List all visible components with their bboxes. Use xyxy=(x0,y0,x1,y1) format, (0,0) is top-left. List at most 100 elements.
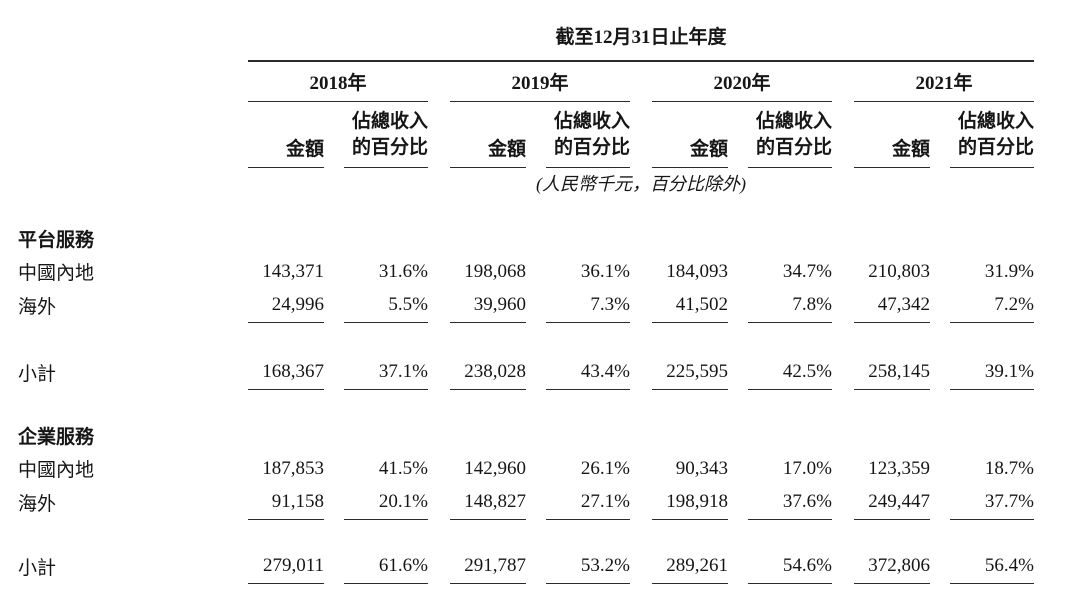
percent-header-line2: 的百分比 xyxy=(553,137,630,158)
percent-header-line1: 佔總收入 xyxy=(553,111,630,132)
year-group-2020: 289,261 54.6% xyxy=(652,548,832,584)
table-row: 海外 91,158 20.1% 148,827 27.1% 198,918 37… xyxy=(0,485,1080,520)
amount-cell: 258,145 xyxy=(854,354,930,390)
row-spacer xyxy=(0,323,1080,354)
amount-cell: 142,960 xyxy=(464,457,526,479)
percent-header-line1: 佔總收入 xyxy=(957,111,1034,132)
row-label: 海外 xyxy=(18,494,57,515)
amount-cell: 289,261 xyxy=(652,548,728,584)
year-group-2019: 198,068 36.1% xyxy=(450,255,630,288)
year-group-2018: 91,158 20.1% xyxy=(248,485,428,520)
amount-cell: 187,853 xyxy=(262,457,324,479)
amount-cell: 90,343 xyxy=(675,457,728,479)
percent-column-header: 佔總收入 的百分比 xyxy=(950,102,1034,168)
percent-header-line2: 的百分比 xyxy=(755,137,832,158)
percent-cell: 53.2% xyxy=(546,548,630,584)
percent-cell: 20.1% xyxy=(344,485,428,520)
unit-note: (人民幣千元，百分比除外) xyxy=(536,174,746,194)
row-label: 中國內地 xyxy=(18,460,95,481)
year-header-2020: 2020年 xyxy=(652,62,832,102)
year-group-2019: 291,787 53.2% xyxy=(450,548,630,584)
subtotal-row: 小計 279,011 61.6% 291,787 53.2% 289,261 5… xyxy=(0,548,1080,584)
year-group-2020: 225,595 42.5% xyxy=(652,354,832,390)
year-group-2019: 238,028 43.4% xyxy=(450,354,630,390)
column-header-group-2021: 金額 佔總收入的百分比 xyxy=(854,102,1034,168)
percent-cell: 42.5% xyxy=(748,354,832,390)
section-header-row: 企業服務 xyxy=(0,419,1080,452)
year-group-2018: 24,996 5.5% xyxy=(248,288,428,323)
amount-cell: 91,158 xyxy=(248,485,324,520)
year-group-2021: 372,806 56.4% xyxy=(854,548,1034,584)
year-group-2020: 41,502 7.8% xyxy=(652,288,832,323)
amount-cell: 198,918 xyxy=(652,485,728,520)
percent-cell: 26.1% xyxy=(580,457,630,479)
percent-cell: 27.1% xyxy=(546,485,630,520)
year-group-2019: 142,960 26.1% xyxy=(450,452,630,485)
amount-column-header: 金額 xyxy=(248,102,324,168)
year-group-2020: 184,093 34.7% xyxy=(652,255,832,288)
year-group-2021: 258,145 39.1% xyxy=(854,354,1034,390)
section-name: 企業服務 xyxy=(18,427,95,448)
table-row: 海外 24,996 5.5% 39,960 7.3% 41,502 7.8% 4… xyxy=(0,288,1080,323)
percent-cell: 37.1% xyxy=(344,354,428,390)
column-header-row: 金額 佔總收入 的百分比 金額 佔總收入 的百分比 金額 佔總收入 的百分比 金額 佔… xyxy=(0,102,1080,168)
year-header-row: 2018年 2019年 2020年 2021年 xyxy=(0,62,1080,102)
percent-cell: 7.3% xyxy=(546,288,630,323)
amount-column-header: 金額 xyxy=(854,102,930,168)
column-header-group-2018: 金額 佔總收入 的百分比 xyxy=(248,102,428,168)
percent-cell: 37.7% xyxy=(950,485,1034,520)
amount-cell: 198,068 xyxy=(464,260,526,282)
amount-cell: 168,367 xyxy=(248,354,324,390)
amount-cell: 41,502 xyxy=(652,288,728,323)
year-group-2018: 279,011 61.6% xyxy=(248,548,428,584)
year-group-2021: 123,359 18.7% xyxy=(854,452,1034,485)
amount-cell: 238,028 xyxy=(450,354,526,390)
percent-cell: 41.5% xyxy=(378,457,428,479)
percent-cell: 37.6% xyxy=(748,485,832,520)
year-group-2018: 168,367 37.1% xyxy=(248,354,428,390)
year-group-2019: 148,827 27.1% xyxy=(450,485,630,520)
amount-cell: 249,447 xyxy=(854,485,930,520)
year-group-2020: 90,343 17.0% xyxy=(652,452,832,485)
year-group-2018: 187,853 41.5% xyxy=(248,452,428,485)
amount-cell: 143,371 xyxy=(262,260,324,282)
amount-cell: 47,342 xyxy=(854,288,930,323)
section-header-row: 平台服務 xyxy=(0,222,1080,255)
year-group-2021: 249,447 37.7% xyxy=(854,485,1034,520)
year-group-2019: 39,960 7.3% xyxy=(450,288,630,323)
year-header-2018: 2018年 xyxy=(248,62,428,102)
row-spacer xyxy=(0,520,1080,548)
percent-header-line2: 的百分比 xyxy=(351,137,428,158)
year-group-2020: 198,918 37.6% xyxy=(652,485,832,520)
percent-cell: 54.6% xyxy=(748,548,832,584)
percent-cell: 39.1% xyxy=(950,354,1034,390)
percent-cell: 36.1% xyxy=(580,260,630,282)
table-row: 中國內地 143,371 31.6% 198,068 36.1% 184,093… xyxy=(0,255,1080,288)
column-header-group-2019: 金額 佔總收入 的百分比 xyxy=(450,102,630,168)
percent-cell: 61.6% xyxy=(344,548,428,584)
amount-column-header: 金額 xyxy=(652,102,728,168)
amount-cell: 372,806 xyxy=(854,548,930,584)
percent-cell: 31.6% xyxy=(378,260,428,282)
percent-cell: 18.7% xyxy=(984,457,1034,479)
percent-cell: 43.4% xyxy=(546,354,630,390)
amount-cell: 279,011 xyxy=(248,548,324,584)
amount-cell: 39,960 xyxy=(450,288,526,323)
table-top-rule xyxy=(248,60,1034,62)
percent-header-line2: 的百分比 xyxy=(957,137,1034,158)
amount-cell: 123,359 xyxy=(868,457,930,479)
percent-cell: 17.0% xyxy=(782,457,832,479)
year-group-2021: 210,803 31.9% xyxy=(854,255,1034,288)
percent-header-line1: 佔總收入 xyxy=(755,111,832,132)
percent-cell: 56.4% xyxy=(950,548,1034,584)
percent-column-header: 佔總收入 的百分比 xyxy=(748,102,832,168)
percent-cell: 5.5% xyxy=(344,288,428,323)
amount-cell: 225,595 xyxy=(652,354,728,390)
percent-cell: 7.2% xyxy=(950,288,1034,323)
row-label: 小計 xyxy=(18,557,57,579)
amount-cell: 184,093 xyxy=(666,260,728,282)
year-group-2021: 47,342 7.2% xyxy=(854,288,1034,323)
percent-cell: 34.7% xyxy=(782,260,832,282)
table-body: 平台服務 中國內地 143,371 31.6% 198,068 36.1% 18… xyxy=(0,222,1080,584)
